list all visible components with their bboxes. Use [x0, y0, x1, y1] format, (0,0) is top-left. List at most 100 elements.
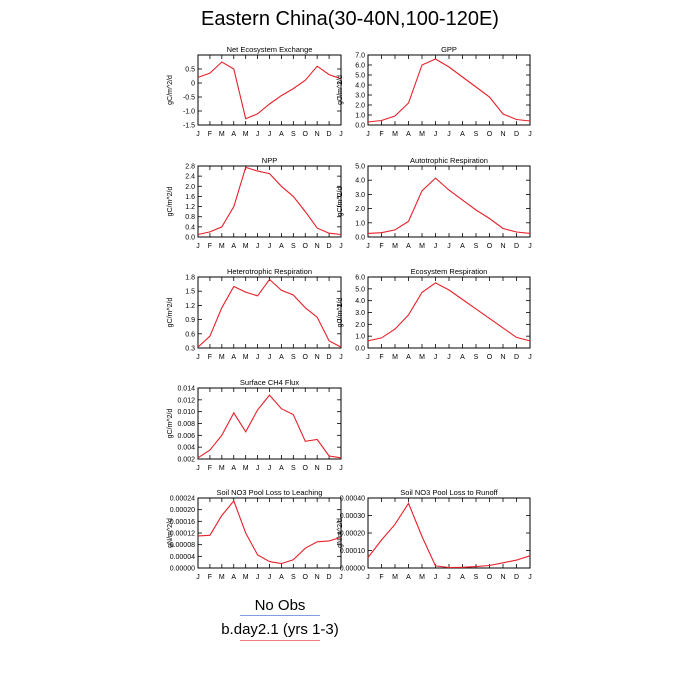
panel-3-ytick-label: 0.4 [185, 224, 195, 231]
panel-5-ytick-label: 0.6 [185, 331, 195, 338]
panel-3-frame [197, 165, 342, 238]
panel-7-ytick-label: 0.004 [177, 445, 195, 452]
panel-2-xtick-label: N [500, 131, 505, 138]
panel-8-ytick-label: 0.00024 [170, 496, 195, 503]
panel-3-ytick-label: 1.6 [185, 194, 195, 201]
panel-4-ylabel: gC/m^2/d [337, 187, 344, 217]
panel-2-xtick-label: J [434, 131, 438, 138]
panel-4-xtick-label: A [460, 243, 465, 250]
panel-7-title: Surface CH4 Flux [240, 378, 299, 387]
panel-1-xtick-label: N [315, 131, 320, 138]
panel-8-xtick-label: A [279, 574, 284, 581]
panel-7-frame [197, 387, 342, 460]
panel-3-xtick-label: J [196, 243, 200, 250]
panel-4-xtick-label: A [406, 243, 411, 250]
panel-7-xtick-label: O [303, 465, 309, 472]
panel-1-xtick-label: J [268, 131, 272, 138]
panel-5-xtick-label: S [291, 354, 296, 361]
panel-6-xtick-label: N [500, 354, 505, 361]
panel-4-xtick-label: S [474, 243, 479, 250]
panel-2-ytick-label: 0.0 [355, 123, 365, 130]
panel-2-xtick-label: F [379, 131, 383, 138]
panel-4-xtick-label: J [447, 243, 451, 250]
panel-5-ytick-label: 1.2 [185, 303, 195, 310]
panel-7-ytick-label: 0.014 [177, 386, 195, 393]
panel-3-xtick-label: A [231, 243, 236, 250]
panel-6-ytick-label: 1.0 [355, 334, 365, 341]
panel-1-xtick-label: S [291, 131, 296, 138]
panel-8-ylabel: gN/m^2/d [167, 518, 174, 548]
panel-4-xtick-label: D [514, 243, 519, 250]
panel-5-xtick-label: D [327, 354, 332, 361]
panel-9-xtick-label: F [379, 574, 383, 581]
panel-7-ytick-label: 0.008 [177, 421, 195, 428]
panel-9-frame [367, 497, 531, 569]
panel-8-ytick-label: 0.00012 [170, 531, 195, 538]
panel-2-ytick-label: 4.0 [355, 83, 365, 90]
panel-3-xtick-label: J [256, 243, 260, 250]
panel-7-xtick-label: M [219, 465, 225, 472]
panel-7-xtick-label: J [256, 465, 260, 472]
legend-line-no-obs [240, 615, 320, 616]
panel-4-xtick-label: M [392, 243, 398, 250]
panel-3-xtick-label: M [219, 243, 225, 250]
panel-7-xtick-label: J [339, 465, 343, 472]
panel-5-ytick-label: 0.9 [185, 317, 195, 324]
panel-8-xtick-label: J [268, 574, 272, 581]
panel-1-xtick-label: M [243, 131, 249, 138]
panel-4-frame [367, 165, 531, 238]
panel-1-ytick-label: -1.5 [183, 123, 195, 130]
panel-6-xtick-label: D [514, 354, 519, 361]
panel-5-xtick-label: M [243, 354, 249, 361]
panel-8-xtick-label: J [256, 574, 260, 581]
panel-8-xtick-label: S [291, 574, 296, 581]
panel-6-xtick-label: O [487, 354, 493, 361]
panel-6-xtick-label: A [460, 354, 465, 361]
panel-5-ylabel: gC/m^2/d [167, 298, 174, 328]
panel-2-xtick-label: J [447, 131, 451, 138]
panel-9-ytick-label: 0.00040 [340, 496, 365, 503]
panel-6-xtick-label: M [419, 354, 425, 361]
panel-6-frame [367, 276, 531, 349]
panel-7-xtick-label: S [291, 465, 296, 472]
panel-3-ytick-label: 0.8 [185, 214, 195, 221]
panel-2-frame [367, 54, 531, 126]
panel-1-xtick-label: A [279, 131, 284, 138]
panel-8-series-line [197, 499, 342, 565]
panel-8-xtick-label: O [303, 574, 309, 581]
panel-7-ytick-label: 0.010 [177, 409, 195, 416]
panel-9-ytick-label: 0.00000 [340, 566, 365, 573]
panel-5-xtick-label: A [231, 354, 236, 361]
panel-6-ytick-label: 5.0 [355, 286, 365, 293]
legend-line-model [240, 640, 320, 641]
panel-6-ytick-label: 6.0 [355, 275, 365, 282]
panel-8-xtick-label: M [243, 574, 249, 581]
panel-4-ytick-label: 4.0 [355, 178, 365, 185]
panel-2-xtick-label: J [528, 131, 532, 138]
panel-6-xtick-label: J [447, 354, 451, 361]
panel-9-xtick-label: J [528, 574, 532, 581]
panel-3-title: NPP [262, 156, 277, 165]
panel-9-xtick-label: J [434, 574, 438, 581]
panel-3-xtick-label: J [339, 243, 343, 250]
panel-3-xtick-label: S [291, 243, 296, 250]
panel-9-xtick-label: A [460, 574, 465, 581]
panel-1-xtick-label: J [196, 131, 200, 138]
panel-3-xtick-label: D [327, 243, 332, 250]
panel-1-ytick-label: -1.0 [183, 109, 195, 116]
panel-9-title: Soil NO3 Pool Loss to Runoff [400, 488, 498, 497]
panel-6-ytick-label: 3.0 [355, 310, 365, 317]
panel-1-series-line [197, 61, 342, 120]
panel-5-xtick-label: N [315, 354, 320, 361]
panel-2-ytick-label: 5.0 [355, 73, 365, 80]
panel-3-xtick-label: J [268, 243, 272, 250]
panel-4-xtick-label: F [379, 243, 383, 250]
panel-5-xtick-label: M [219, 354, 225, 361]
panel-2-ylabel: gC/m^2/d [337, 75, 344, 105]
panel-8-xtick-label: N [315, 574, 320, 581]
panel-3-ytick-label: 2.8 [185, 164, 195, 171]
panel-8-xtick-label: M [219, 574, 225, 581]
panel-7-xtick-label: D [327, 465, 332, 472]
panel-5-xtick-label: J [256, 354, 260, 361]
panel-7-xtick-label: N [315, 465, 320, 472]
